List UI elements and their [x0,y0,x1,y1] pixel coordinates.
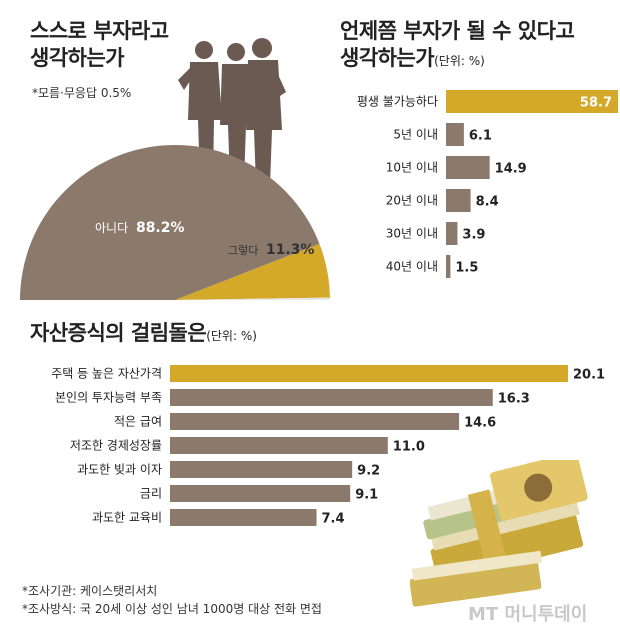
pie-chart: 아니다 88.2% 그렇다 11.3% [20,38,330,300]
obstacle-bar [170,485,351,502]
when-bars: 평생 불가능하다 58.7 5년 이내 6.1 10년 이내 14.9 20년 이내 8.4 3… [357,90,618,278]
obstacle-category-label: 과도한 교육비 [92,511,162,525]
obstacle-value-label: 16.3 [498,392,530,407]
when-value-label: 58.7 [580,96,612,111]
pie-label-yes: 그렇다 11.3% [228,242,314,258]
obstacle-value-label: 9.1 [355,488,378,503]
when-bar [446,255,451,278]
pie-title-line1: 스스로 부자라고 [30,19,169,43]
when-category-label: 평생 불가능하다 [357,95,438,109]
obstacle-value-label: 14.6 [464,416,496,431]
pie-label-no: 아니다 88.2% [95,220,185,236]
pie-title: 스스로 부자라고 생각하는가 [30,18,169,72]
obstacle-bar [170,437,388,454]
obstacle-value-label: 11.0 [393,440,425,455]
obstacle-bars: 주택 등 높은 자산가격 20.1 본인의 투자능력 부족 16.3 적은 급여 14.6… [51,365,605,527]
pie-label-no-text: 아니다 [95,221,128,235]
businessmen-silhouette-icon [178,38,286,185]
pie-value-yes: 11.3% [266,242,315,258]
when-bar [446,222,458,245]
when-value-label: 1.5 [455,261,478,276]
obstacle-category-label: 금리 [140,487,162,501]
when-bar-chart: 평생 불가능하다 58.7 5년 이내 6.1 10년 이내 14.9 20년 이내 8.4 3… [357,90,618,278]
obstacle-bar [170,365,568,382]
when-value-label: 14.9 [495,162,527,177]
obstacle-category-label: 본인의 투자능력 부족 [55,391,162,405]
when-category-label: 40년 이내 [386,260,438,274]
pie-label-yes-text: 그렇다 [228,244,258,257]
when-value-label: 3.9 [462,228,485,243]
obstacle-bar-chart: 주택 등 높은 자산가격 20.1 본인의 투자능력 부족 16.3 적은 급여 14.6… [51,365,605,527]
obstacle-category-label: 저조한 경제성장률 [70,439,162,453]
when-value-label: 6.1 [469,129,492,144]
pie-title-line2: 생각하는가 [30,46,125,70]
obstacle-title-wrap: 자산증식의 걸림돌은(단위: %) [30,320,257,350]
obstacle-bar [170,413,460,430]
pie-slice-yes [175,243,330,300]
when-bar [446,156,490,179]
footer-notes: *조사기관: 케이스탯리서치 *조사방식: 국 20세 이상 성인 남녀 100… [22,582,322,618]
obstacle-bar [170,509,317,526]
watermark-logo: MT 머니투데이 [468,604,588,625]
footer-source: *조사기관: 케이스탯리서치 [22,584,158,598]
when-unit: (단위: %) [434,54,485,68]
when-title-line2: 생각하는가 [340,46,435,70]
when-bar [446,189,471,212]
money-stack-icon [410,460,588,607]
when-title-line1: 언제쯤 부자가 될 수 있다고 [340,19,575,43]
when-value-label: 8.4 [476,195,499,210]
when-category-label: 20년 이내 [386,194,438,208]
when-category-label: 10년 이내 [386,161,438,175]
when-category-label: 30년 이내 [386,227,438,241]
obstacle-category-label: 과도한 빚과 이자 [77,463,162,477]
obstacle-unit: (단위: %) [206,329,257,343]
pie-slices [20,145,330,300]
when-title: 언제쯤 부자가 될 수 있다고 생각하는가(단위: %) [340,18,575,75]
pie-value-no: 88.2% [136,220,185,236]
pie-slice-no [20,145,320,300]
obstacle-bar [170,389,493,406]
obstacle-category-label: 적은 급여 [114,415,162,429]
obstacle-value-label: 20.1 [573,368,605,383]
when-bar [446,123,464,146]
obstacle-category-label: 주택 등 높은 자산가격 [51,367,162,381]
pie-note: *모름·무응답 0.5% [32,86,132,100]
when-category-label: 5년 이내 [393,128,438,142]
obstacle-value-label: 7.4 [322,512,345,527]
when-bar [446,90,618,113]
obstacle-title: 자산증식의 걸림돌은 [30,321,207,345]
obstacle-bar [170,461,353,478]
footer-method: *조사방식: 국 20세 이상 성인 남녀 1000명 대상 전화 면접 [22,602,322,616]
pie-slice-unknown [175,297,330,300]
obstacle-value-label: 9.2 [357,464,380,479]
